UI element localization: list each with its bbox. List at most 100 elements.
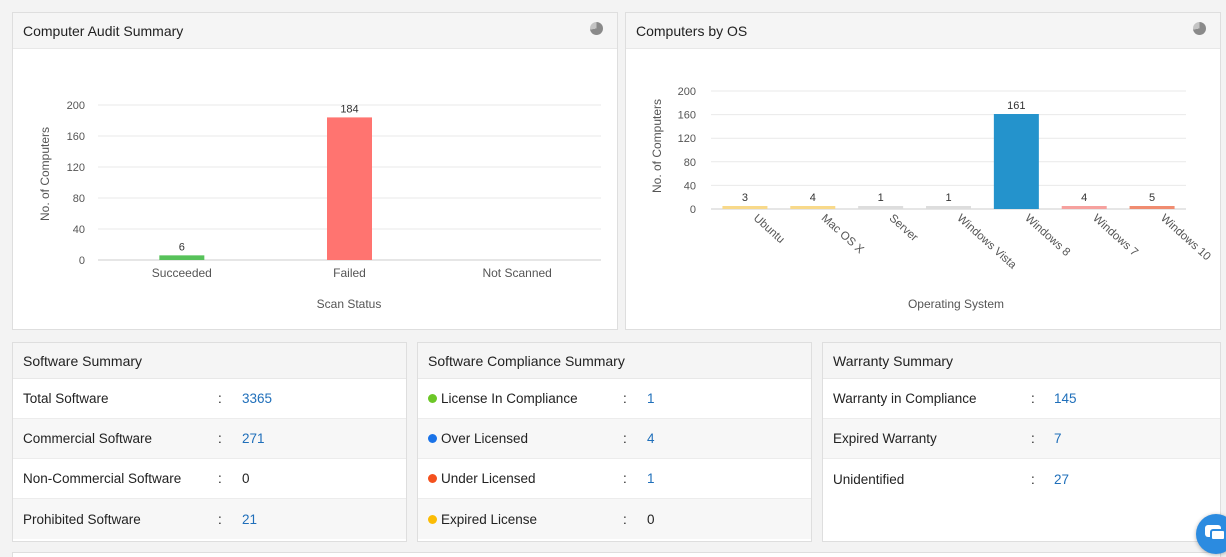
panel-title: Software Summary	[23, 352, 143, 369]
separator: :	[218, 391, 222, 406]
summary-row: Unidentified : 27	[823, 459, 1220, 499]
y-axis-title: No. of Computers	[38, 127, 52, 221]
summary-list: Warranty in Compliance : 145 Expired War…	[823, 379, 1220, 499]
pie-chart-icon[interactable]	[1193, 22, 1206, 35]
y-tick-label: 80	[73, 193, 85, 205]
chart-bar[interactable]	[159, 255, 205, 260]
summary-label: Warranty in Compliance	[833, 391, 977, 406]
separator: :	[623, 391, 627, 406]
x-axis-title: Operating System	[908, 297, 1004, 311]
under-licensed-link[interactable]: 1	[647, 471, 655, 486]
warranty-summary-panel: Warranty Summary Warranty in Compliance …	[822, 342, 1221, 542]
x-tick-label: Windows Vista	[954, 212, 1018, 272]
summary-label: Expired License	[441, 511, 538, 527]
status-dot	[428, 434, 437, 443]
x-tick-label: Ubuntu	[751, 212, 787, 246]
chat-bubble-icon[interactable]	[1196, 514, 1226, 554]
x-tick-label: Windows 7	[1090, 212, 1140, 259]
warranty-in-compliance-link[interactable]: 145	[1054, 391, 1077, 406]
over-licensed-link[interactable]: 4	[647, 431, 655, 446]
status-dot	[428, 394, 437, 403]
prohibited-software-link[interactable]: 21	[242, 511, 258, 527]
panel-title: Computer Audit Summary	[23, 22, 184, 39]
next-panel-edge	[12, 552, 1221, 557]
status-dot	[428, 514, 437, 524]
summary-row: Expired License : 0	[418, 499, 811, 539]
panel-header: Computers by OS	[626, 13, 1220, 49]
commercial-software-link[interactable]: 271	[242, 431, 265, 446]
y-tick-label: 200	[67, 100, 85, 112]
chart-bar[interactable]	[327, 117, 372, 261]
y-tick-label: 80	[684, 157, 696, 169]
pie-chart-icon[interactable]	[590, 22, 603, 35]
audit-bar-chart: No. of Computers Scan Status 0 40 80 120 160…	[38, 100, 601, 311]
separator: :	[623, 511, 627, 527]
separator: :	[1031, 471, 1035, 487]
summary-label: Total Software	[23, 391, 109, 406]
summary-list: License In Compliance : 1 Over Licensed …	[418, 379, 811, 539]
y-tick-label: 200	[678, 86, 696, 98]
chart-bar[interactable]	[993, 114, 1039, 209]
separator: :	[218, 431, 222, 446]
summary-row: Expired Warranty : 7	[823, 419, 1220, 459]
expired-license-value: 0	[647, 511, 655, 527]
summary-label: Commercial Software	[23, 431, 153, 446]
chart-bar[interactable]	[926, 206, 971, 209]
computers-by-os-panel: Computers by OS No. of Computers Operati…	[625, 12, 1221, 330]
separator: :	[218, 511, 222, 527]
summary-row: Warranty in Compliance : 145	[823, 379, 1220, 419]
y-tick-label: 120	[678, 133, 696, 145]
license-in-compliance-link[interactable]: 1	[647, 391, 655, 406]
expired-warranty-link[interactable]: 7	[1054, 431, 1062, 446]
y-tick-label: 120	[67, 162, 85, 174]
chart-bar[interactable]	[1061, 206, 1107, 209]
data-label: 5	[1149, 192, 1155, 204]
data-label: 1	[945, 192, 951, 204]
unidentified-link[interactable]: 27	[1054, 471, 1070, 487]
y-tick-label: 160	[67, 131, 85, 143]
y-tick-label: 0	[79, 255, 85, 267]
x-tick-label: Not Scanned	[482, 266, 551, 280]
separator: :	[218, 471, 222, 486]
chart-bar[interactable]	[722, 206, 768, 209]
summary-row: Non-Commercial Software : 0	[13, 459, 406, 499]
separator: :	[1031, 391, 1035, 406]
os-bar-chart: No. of Computers Operating System 0 40 80 1…	[650, 86, 1213, 311]
x-tick-label: Windows 10	[1158, 212, 1213, 263]
computer-audit-summary-panel: Computer Audit Summary No. of Computers …	[12, 12, 618, 330]
separator: :	[623, 471, 627, 486]
data-label: 4	[1081, 192, 1087, 204]
separator: :	[623, 431, 627, 446]
panel-header: Software Compliance Summary	[418, 343, 811, 379]
y-tick-label: 40	[684, 180, 696, 192]
y-tick-label: 160	[678, 110, 696, 122]
x-axis-title: Scan Status	[317, 297, 382, 311]
x-tick-label: Failed	[333, 266, 366, 280]
chart-bar[interactable]	[1129, 206, 1175, 209]
data-label: 3	[742, 192, 748, 204]
y-axis-title: No. of Computers	[650, 99, 664, 193]
chart-bar[interactable]	[790, 206, 836, 209]
summary-row: License In Compliance : 1	[418, 379, 811, 419]
summary-label: Expired Warranty	[833, 431, 937, 446]
total-software-link[interactable]: 3365	[242, 391, 273, 406]
x-tick-label: Windows 8	[1022, 212, 1072, 259]
data-label: 6	[179, 241, 185, 253]
non-commercial-software-value: 0	[242, 471, 250, 486]
separator: :	[1031, 431, 1035, 446]
summary-label: Prohibited Software	[23, 511, 141, 527]
panel-title: Software Compliance Summary	[428, 352, 625, 369]
x-tick-label: Succeeded	[152, 266, 212, 280]
chart-bar[interactable]	[858, 206, 904, 209]
y-tick-label: 0	[690, 204, 696, 216]
y-tick-label: 40	[73, 224, 85, 236]
panel-header: Computer Audit Summary	[13, 13, 617, 49]
x-tick-label: Mac OS X	[819, 212, 866, 256]
summary-label: Over Licensed	[441, 431, 529, 446]
summary-label: Non-Commercial Software	[23, 471, 182, 486]
summary-label: License In Compliance	[441, 391, 578, 406]
software-compliance-summary-panel: Software Compliance Summary License In C…	[417, 342, 812, 542]
panel-title: Warranty Summary	[833, 352, 954, 369]
summary-row: Commercial Software : 271	[13, 419, 406, 459]
summary-row: Under Licensed : 1	[418, 459, 811, 499]
